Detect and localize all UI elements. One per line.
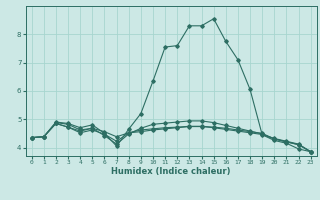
X-axis label: Humidex (Indice chaleur): Humidex (Indice chaleur) — [111, 167, 231, 176]
